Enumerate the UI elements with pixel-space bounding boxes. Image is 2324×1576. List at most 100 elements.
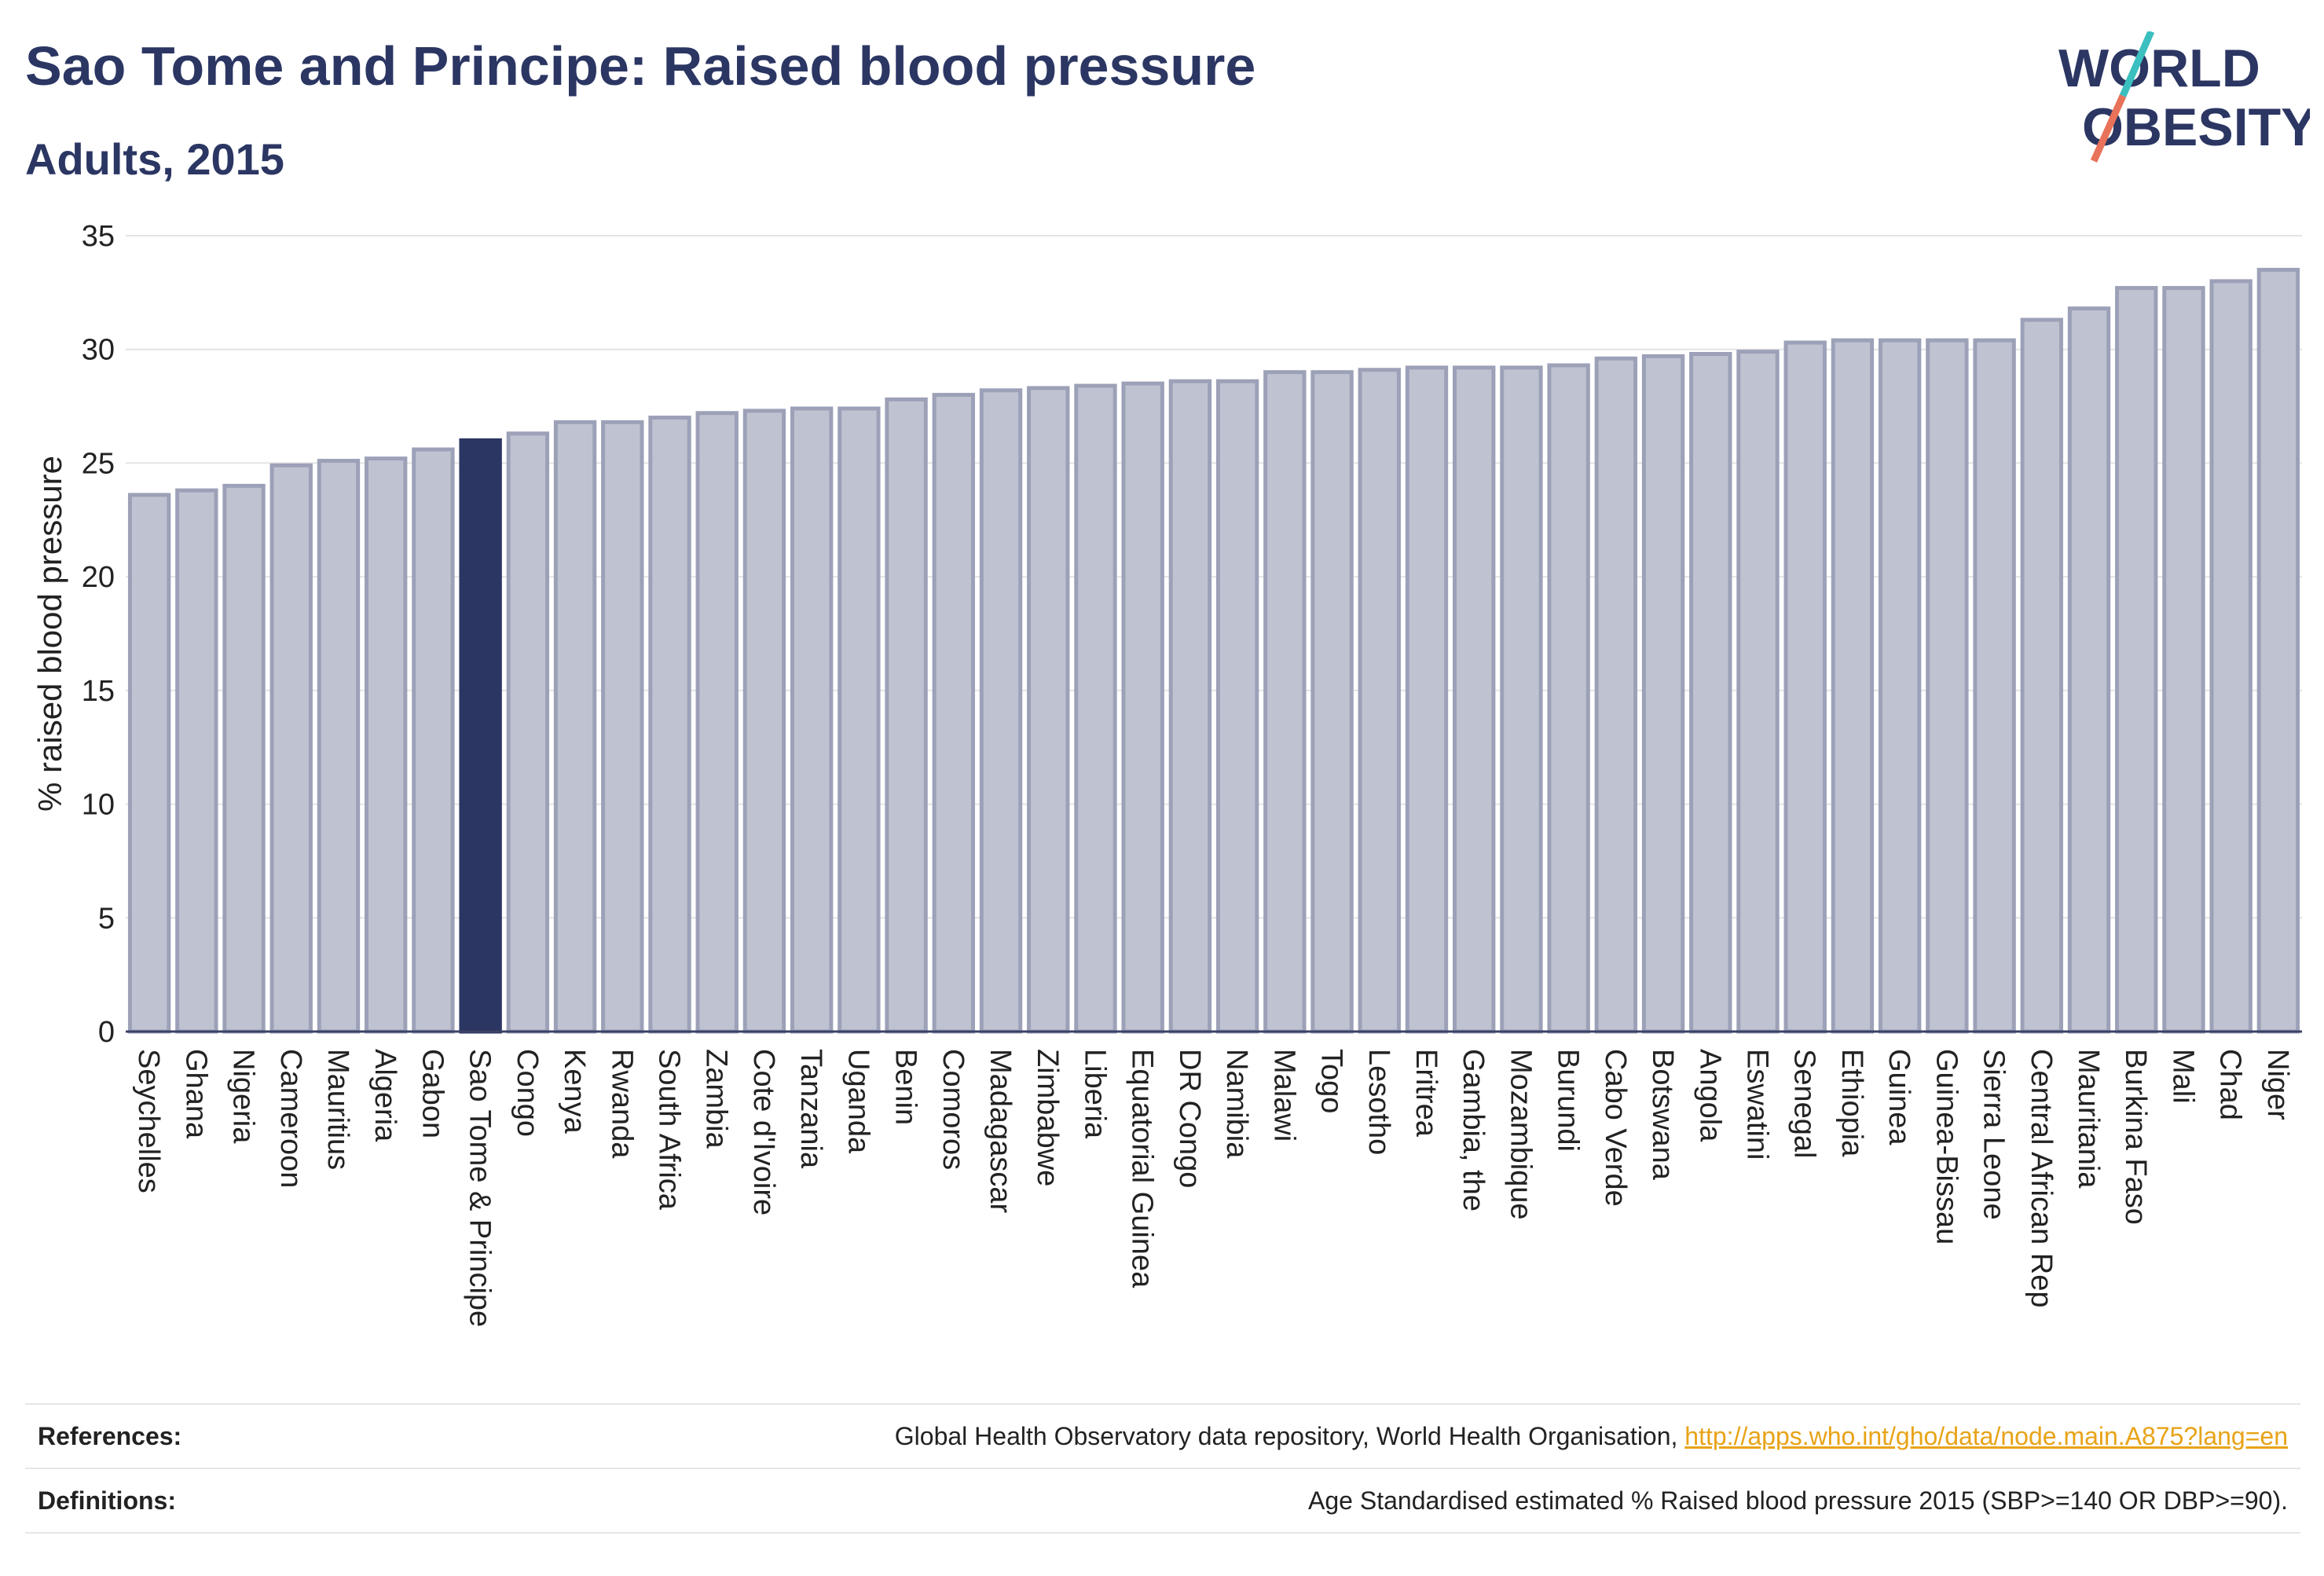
x-tick-label: Eswatini xyxy=(1741,1049,1774,1160)
bar-mali xyxy=(2162,286,2205,1034)
bar-sao-tome-principe xyxy=(459,438,502,1034)
x-tick-label: Equatorial Guinea xyxy=(1126,1049,1159,1288)
x-tick-label: Zambia xyxy=(700,1049,733,1149)
x-tick-label: Kenya xyxy=(558,1049,591,1134)
bar-liberia xyxy=(1074,383,1117,1034)
x-tick-label: Mozambique xyxy=(1504,1049,1537,1220)
bar-guinea xyxy=(1878,338,1922,1034)
x-tick-label: Madagascar xyxy=(984,1049,1017,1213)
bar-guinea-bissau xyxy=(1926,338,1969,1034)
x-tick-label: Comoros xyxy=(937,1049,970,1170)
bar-lesotho xyxy=(1358,368,1401,1034)
bar-mauritius xyxy=(317,459,361,1034)
x-tick-label: Ghana xyxy=(179,1049,212,1139)
x-tick-label: Senegal xyxy=(1788,1049,1821,1158)
bar-mauritania xyxy=(2067,306,2111,1034)
bar-madagascar xyxy=(979,388,1023,1034)
logo-line1: WORLD xyxy=(2058,38,2260,98)
y-tick-label: 35 xyxy=(82,220,115,253)
bar-equatorial-guinea xyxy=(1121,381,1164,1034)
x-tick-label: Sao Tome & Principe xyxy=(464,1049,497,1327)
x-tick-label: Burundi xyxy=(1552,1049,1585,1152)
y-tick-label: 30 xyxy=(82,334,115,367)
bar-niger xyxy=(2256,267,2300,1034)
x-tick-label: Mali xyxy=(2166,1049,2199,1104)
bar-south-africa xyxy=(648,416,691,1034)
x-tick-label: Chad xyxy=(2214,1049,2247,1120)
bar-burkina-faso xyxy=(2115,286,2158,1034)
x-tick-label: Niger xyxy=(2261,1049,2294,1120)
references-text: Global Health Observatory data repositor… xyxy=(894,1422,1685,1450)
x-tick-label: Guinea xyxy=(1882,1049,1915,1145)
definitions-row: Definitions: Age Standardised estimated … xyxy=(25,1468,2300,1532)
bar-ghana xyxy=(175,488,218,1034)
y-axis-label: % raised blood pressure xyxy=(31,456,68,812)
x-tick-label: South Africa xyxy=(653,1049,686,1211)
bar-chart: 0 5 10 15 20 25 30 35 % raised blood pressure Sey… xyxy=(31,220,2302,1327)
x-tick-label: Sierra Leone xyxy=(1978,1049,2011,1220)
x-tick-label: Algeria xyxy=(368,1049,401,1142)
y-tick-label: 20 xyxy=(82,561,115,594)
bar-eritrea xyxy=(1405,365,1449,1034)
x-tick-label: Cameroon xyxy=(274,1049,307,1188)
definitions-label: Definitions: xyxy=(38,1486,176,1515)
x-tick-label: Botswana xyxy=(1646,1049,1679,1181)
x-tick-label: Namibia xyxy=(1220,1049,1253,1159)
bar-kenya xyxy=(553,420,597,1034)
x-tick-label: Lesotho xyxy=(1362,1049,1395,1155)
references-link[interactable]: http://apps.who.int/gho/data/node.main.A… xyxy=(1684,1422,2288,1450)
bar-congo xyxy=(506,431,550,1034)
x-tick-label: Gabon xyxy=(416,1049,449,1138)
x-tick-label: Malawi xyxy=(1267,1049,1300,1142)
bar-rwanda xyxy=(601,420,644,1034)
bar-botswana xyxy=(1641,354,1685,1034)
y-tick-label: 5 xyxy=(98,902,115,935)
x-tick-label: Eritrea xyxy=(1409,1049,1442,1138)
x-tick-label: Rwanda xyxy=(605,1049,638,1159)
x-tick-label: Angola xyxy=(1693,1049,1726,1142)
bar-burundi xyxy=(1547,363,1590,1034)
bar-zimbabwe xyxy=(1027,386,1070,1034)
bar-togo xyxy=(1310,370,1354,1034)
bar-nigeria xyxy=(222,483,266,1034)
x-tick-label: Cote d'Ivoire xyxy=(747,1049,780,1215)
x-tick-label: Mauritius xyxy=(321,1049,354,1170)
x-tick-label: Gambia, the xyxy=(1457,1049,1490,1211)
x-tick-label: Liberia xyxy=(1078,1049,1111,1139)
bar-eswatini xyxy=(1736,350,1780,1034)
x-tick-label: Tanzania xyxy=(794,1049,827,1169)
x-tick-label: Benin xyxy=(889,1049,922,1125)
bar-malawi xyxy=(1263,370,1307,1034)
bar-cote-d-ivoire xyxy=(742,409,786,1034)
references-row: References: Global Health Observatory da… xyxy=(25,1403,2300,1468)
bar-chad xyxy=(2209,279,2253,1034)
bar-gambia-the xyxy=(1453,365,1496,1034)
y-tick-label: 0 xyxy=(98,1016,115,1049)
x-tick-label: Central African Rep xyxy=(2025,1049,2058,1308)
bar-gabon xyxy=(412,447,455,1034)
bar-zambia xyxy=(695,411,739,1034)
world-obesity-logo: WORLD OBESITY xyxy=(2058,31,2310,163)
bar-tanzania xyxy=(790,406,834,1034)
page-title: Sao Tome and Principe: Raised blood pres… xyxy=(25,35,1256,97)
references-label: References: xyxy=(38,1422,182,1450)
x-tick-label: Guinea-Bissau xyxy=(1930,1049,1963,1244)
x-tick-label: Nigeria xyxy=(227,1049,260,1144)
page-subtitle: Adults, 2015 xyxy=(25,134,284,184)
x-tick-label: DR Congo xyxy=(1173,1049,1206,1188)
bar-algeria xyxy=(365,456,408,1034)
y-tick-label: 10 xyxy=(82,789,115,822)
bar-angola xyxy=(1689,352,1732,1034)
x-tick-label: Ethiopia xyxy=(1835,1049,1868,1157)
footer-divider xyxy=(25,1532,2300,1534)
x-tick-label: Congo xyxy=(511,1049,544,1137)
bar-comoros xyxy=(932,393,975,1034)
bar-benin xyxy=(885,397,928,1034)
x-tick-label: Cabo Verde xyxy=(1599,1049,1632,1207)
bar-ethiopia xyxy=(1831,338,1875,1034)
bar-cabo-verde xyxy=(1594,356,1638,1034)
bar-seychelles xyxy=(127,493,171,1034)
bar-dr-congo xyxy=(1168,379,1212,1034)
definitions-value: Age Standardised estimated % Raised bloo… xyxy=(1308,1486,2288,1515)
bar-sierra-leone xyxy=(1973,338,2016,1034)
